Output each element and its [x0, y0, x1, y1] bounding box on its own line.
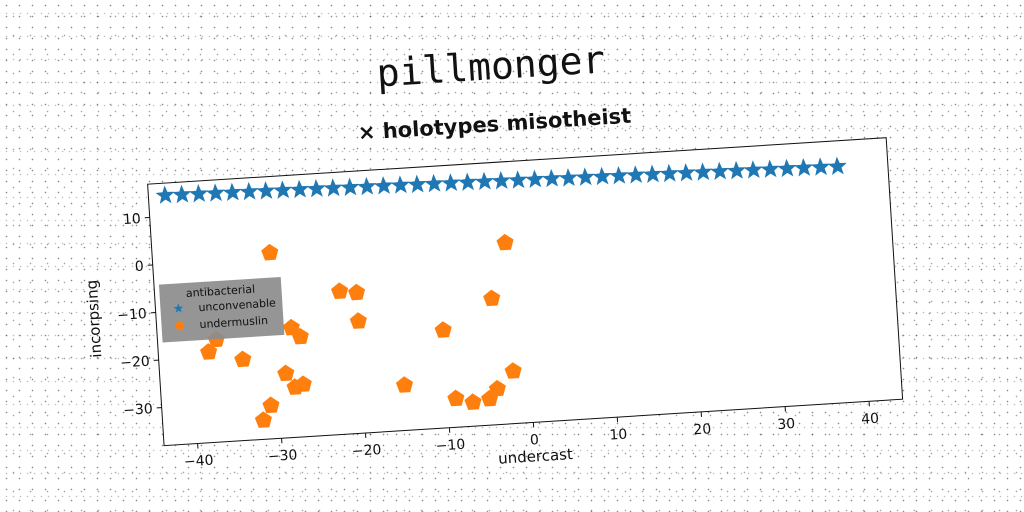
unconvenable-point [542, 168, 562, 188]
undermuslin-point [349, 312, 367, 329]
unconvenable-point [390, 175, 410, 194]
undermuslin-point [291, 327, 309, 345]
unconvenable-point [273, 180, 293, 199]
unconvenable-point [155, 185, 175, 204]
undermuslin-point [447, 389, 465, 407]
undermuslin-point [294, 375, 312, 392]
unconvenable-point [474, 171, 494, 191]
unconvenable-point [827, 156, 847, 175]
unconvenable-point [407, 174, 427, 194]
unconvenable-point [525, 169, 545, 189]
unconvenable-point [222, 182, 242, 202]
undermuslin-point [395, 376, 413, 393]
unconvenable-point [289, 179, 309, 199]
unconvenable-point [491, 171, 511, 190]
unconvenable-point [457, 172, 477, 191]
unconvenable-point [592, 166, 612, 186]
unconvenable-point [626, 165, 646, 184]
unconvenable-point [777, 158, 797, 178]
undermuslin-point [488, 379, 506, 397]
unconvenable-point [340, 177, 360, 196]
legend-label-undermuslin: undermuslin [199, 314, 268, 331]
x-axis-label: undercast [498, 445, 574, 468]
y-tick-label: −30 [123, 401, 153, 419]
x-tick-label: 0 [530, 432, 540, 449]
undermuslin-point [282, 318, 300, 336]
undermuslin-point [200, 343, 218, 360]
unconvenable-point [441, 173, 461, 192]
unconvenable-point [373, 176, 393, 195]
unconvenable-point [189, 184, 209, 203]
unconvenable-point [743, 160, 763, 179]
legend-marker-unconvenable [173, 303, 184, 313]
legend-marker-undermuslin [174, 320, 185, 330]
data-points [155, 156, 847, 428]
unconvenable-point [760, 159, 780, 178]
unconvenable-point [205, 183, 225, 202]
unconvenable-point [609, 165, 629, 185]
unconvenable-point [239, 181, 259, 201]
chart-title: pillmonger [375, 37, 606, 95]
chart-subtitle: × holotypes misotheist [357, 104, 632, 145]
x-axis: −40 −30 −20 −10 0 10 20 30 40 [184, 401, 880, 471]
undermuslin-point [347, 283, 366, 301]
y-tick-label: 10 [122, 211, 141, 228]
x-tick-label: −20 [351, 442, 381, 460]
unconvenable-point [323, 178, 343, 197]
x-tick-label: −40 [184, 453, 214, 471]
x-tick-label: 20 [693, 421, 712, 438]
x-tick-label: 10 [609, 427, 628, 444]
unconvenable-point [306, 178, 326, 198]
x-tick-label: −10 [435, 437, 465, 455]
legend-label-unconvenable: unconvenable [198, 296, 276, 314]
unconvenable-point [256, 181, 276, 200]
undermuslin-point [331, 282, 349, 300]
unconvenable-point [508, 170, 528, 189]
y-tick-label: 0 [134, 259, 144, 276]
undermuslin-point [262, 396, 280, 414]
undermuslin-point [496, 233, 514, 251]
unconvenable-point [642, 164, 662, 183]
unconvenable-point [810, 157, 830, 176]
undermuslin-point [464, 393, 482, 410]
undermuslin-point [254, 411, 272, 428]
unconvenable-point [575, 167, 595, 186]
undermuslin-point [277, 364, 295, 382]
y-axis-label: incorpsing [83, 279, 106, 358]
unconvenable-point [172, 184, 192, 204]
undermuslin-point [504, 362, 522, 379]
undermuslin-point [483, 289, 501, 307]
undermuslin-point [261, 243, 279, 261]
y-axis: −30 −20 −10 0 10 [117, 211, 162, 419]
unconvenable-point [710, 161, 730, 181]
y-tick-label: −20 [120, 354, 150, 372]
unconvenable-point [794, 158, 814, 177]
y-tick-label: −10 [117, 306, 147, 324]
legend-title: antibacterial [185, 283, 255, 300]
unconvenable-point [357, 176, 377, 196]
legend-box [158, 276, 285, 343]
undermuslin-point [234, 350, 252, 368]
unconvenable-point [558, 168, 578, 187]
unconvenable-point [424, 173, 444, 193]
x-tick-label: −30 [267, 447, 297, 465]
undermuslin-point [434, 321, 452, 338]
unconvenable-point [693, 162, 713, 181]
unconvenable-point [726, 160, 746, 180]
x-tick-label: 30 [777, 416, 796, 433]
unconvenable-point [676, 163, 696, 182]
unconvenable-point [659, 163, 679, 183]
x-tick-label: 40 [861, 411, 880, 428]
